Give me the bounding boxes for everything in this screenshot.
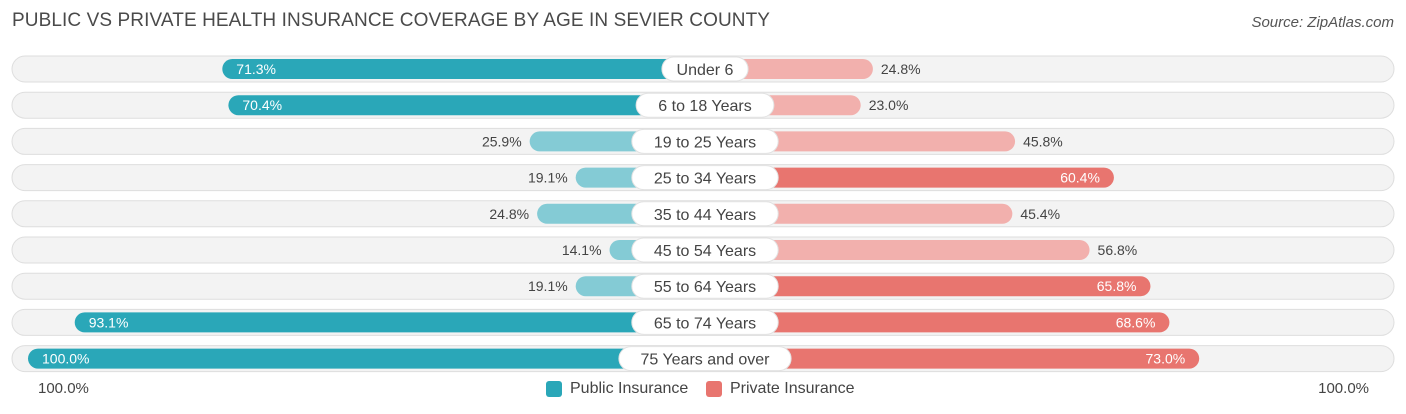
category-pill	[631, 273, 779, 299]
public-value-label: 25.9%	[482, 133, 522, 149]
public-bar	[222, 59, 705, 79]
category-pill	[618, 346, 792, 372]
private-value-label: 65.8%	[1097, 278, 1137, 294]
category-label: 19 to 25 Years	[654, 134, 756, 151]
legend-public-label: Public Insurance	[570, 380, 689, 397]
public-value-label: 70.4%	[242, 97, 282, 113]
private-value-label: 73.0%	[1146, 351, 1186, 367]
private-bar	[705, 348, 1200, 369]
private-bar	[705, 131, 1016, 152]
legend-private-label: Private Insurance	[730, 380, 855, 397]
private-bar	[705, 312, 1170, 333]
public-bar	[74, 312, 705, 333]
public-value-label: 24.8%	[489, 206, 529, 222]
category-pill	[631, 165, 779, 191]
public-value-label: 14.1%	[562, 242, 602, 258]
category-label: 65 to 74 Years	[654, 315, 756, 332]
axis-left-label: 100.0%	[38, 380, 89, 397]
category-label: 35 to 44 Years	[654, 207, 756, 224]
category-pill	[631, 237, 779, 263]
category-label: 45 to 54 Years	[654, 243, 756, 260]
private-value-label: 56.8%	[1098, 242, 1138, 258]
private-value-label: 45.8%	[1023, 133, 1063, 149]
public-value-label: 100.0%	[42, 351, 89, 367]
public-value-label: 19.1%	[528, 170, 568, 186]
private-bar	[705, 167, 1114, 188]
legend-public: Public Insurance	[546, 380, 688, 398]
public-value-label: 71.3%	[236, 61, 276, 77]
source-label: Source: ZipAtlas.com	[1251, 14, 1394, 31]
category-pill	[631, 309, 779, 335]
axis-right-label: 100.0%	[1318, 380, 1369, 397]
public-bar	[28, 348, 705, 369]
legend-private-swatch	[706, 381, 722, 397]
legend-public-swatch	[546, 381, 562, 397]
legend: Public Insurance Private Insurance	[0, 378, 1406, 402]
category-label: Under 6	[677, 62, 734, 79]
category-label: 6 to 18 Years	[658, 98, 751, 115]
public-value-label: 19.1%	[528, 278, 568, 294]
category-pill	[631, 201, 779, 227]
private-value-label: 68.6%	[1116, 314, 1156, 330]
legend-private: Private Insurance	[706, 380, 855, 398]
category-pill	[635, 92, 775, 118]
public-value-label: 93.1%	[89, 314, 129, 330]
category-label: 55 to 64 Years	[654, 279, 756, 296]
private-bar	[705, 276, 1151, 297]
private-value-label: 24.8%	[881, 61, 921, 77]
private-value-label: 60.4%	[1060, 170, 1100, 186]
category-pill	[631, 128, 779, 154]
private-value-label: 23.0%	[869, 97, 909, 113]
chart-title: PUBLIC VS PRIVATE HEALTH INSURANCE COVER…	[12, 10, 771, 31]
public-bar	[228, 95, 705, 116]
private-bar	[705, 240, 1090, 260]
private-bar	[705, 203, 1013, 224]
category-pill	[661, 56, 749, 82]
private-value-label: 45.4%	[1020, 206, 1060, 222]
category-label: 75 Years and over	[641, 352, 771, 369]
category-label: 25 to 34 Years	[654, 171, 756, 188]
